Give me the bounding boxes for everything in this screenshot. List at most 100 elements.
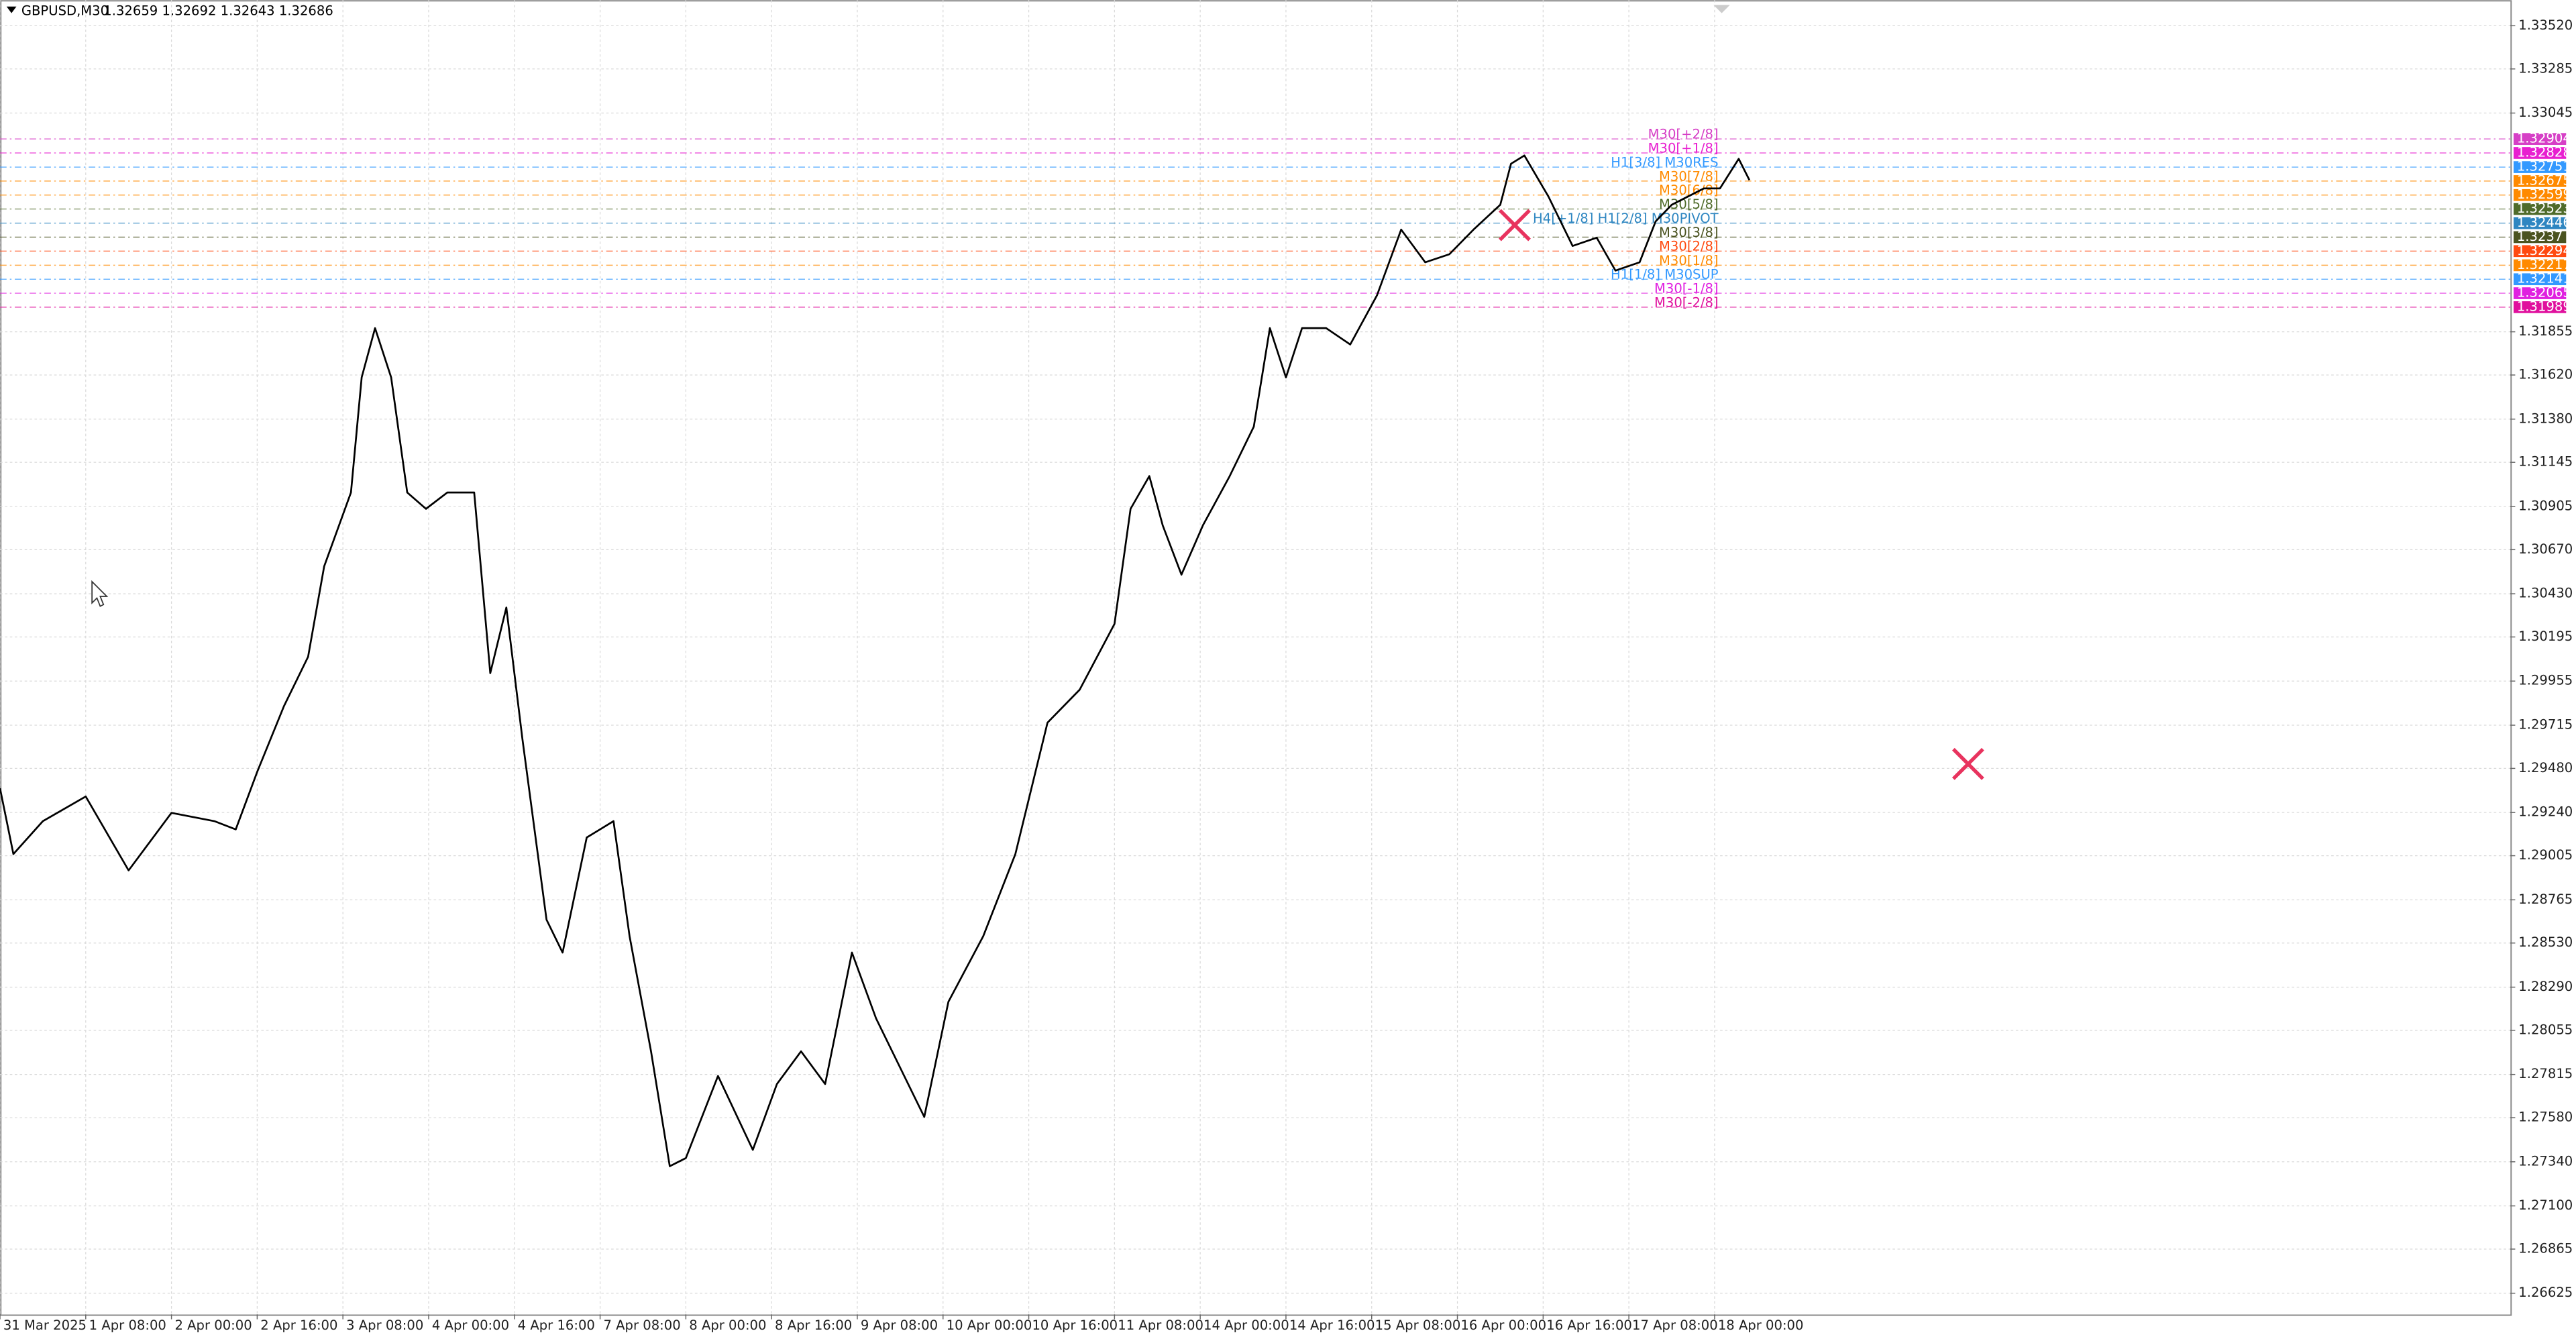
x-tick-label: 2 Apr 00:00 bbox=[174, 1318, 252, 1333]
y-tick-label: 1.26625 bbox=[2518, 1285, 2573, 1300]
x-tick-label: 18 Apr 00:00 bbox=[1718, 1318, 1804, 1333]
y-tick-label: 1.33045 bbox=[2518, 105, 2573, 120]
y-tick-label: 1.27580 bbox=[2518, 1110, 2573, 1125]
shift-marker bbox=[1713, 5, 1730, 13]
menu-arrow[interactable] bbox=[6, 6, 17, 13]
level-price: 1.32599 bbox=[2517, 186, 2571, 202]
levels: M30[+2/8] 1.32904 M30[+1/8] 1.32828 H1[3/8] … bbox=[0, 127, 2571, 314]
level-price: 1.3237 bbox=[2517, 229, 2563, 244]
y-tick-label: 1.28765 bbox=[2518, 892, 2573, 907]
level-tag bbox=[2513, 133, 2567, 145]
x-tick-label: 15 Apr 08:00 bbox=[1375, 1318, 1461, 1333]
level-tag bbox=[2513, 231, 2567, 244]
x-tick-label: 17 Apr 08:00 bbox=[1632, 1318, 1718, 1333]
y-tick-label: 1.28055 bbox=[2518, 1022, 2573, 1037]
level-price: 1.32904 bbox=[2517, 131, 2571, 146]
series bbox=[0, 154, 1751, 1167]
grid bbox=[0, 0, 2511, 1315]
y-tick-label: 1.33520 bbox=[2518, 17, 2573, 33]
level-tag bbox=[2513, 203, 2567, 215]
level-price: 1.31989 bbox=[2517, 299, 2571, 314]
y-tick-label: 1.33285 bbox=[2518, 60, 2573, 76]
axes: 1.33520 1.33285 1.33045 1.31855 1.31620 1.313… bbox=[0, 17, 2573, 1333]
y-tick-label: 1.31145 bbox=[2518, 454, 2573, 470]
y-tick-label: 1.29005 bbox=[2518, 847, 2573, 863]
x-tick-label: 1 Apr 08:00 bbox=[89, 1318, 166, 1333]
y-tick-label: 1.30430 bbox=[2518, 586, 2573, 601]
level-tag bbox=[2513, 259, 2567, 272]
x-tick-label: 9 Apr 08:00 bbox=[861, 1318, 938, 1333]
y-tick-label: 1.31855 bbox=[2518, 323, 2573, 339]
x-tick-label: 16 Apr 16:00 bbox=[1546, 1318, 1632, 1333]
x-tick-label: 2 Apr 16:00 bbox=[260, 1318, 337, 1333]
y-tick-label: 1.27340 bbox=[2518, 1153, 2573, 1169]
level-price: 1.32523 bbox=[2517, 201, 2571, 216]
x-tick-label: 10 Apr 00:00 bbox=[947, 1318, 1032, 1333]
x-tick-label: 4 Apr 00:00 bbox=[432, 1318, 509, 1333]
y-tick-label: 1.27100 bbox=[2518, 1197, 2573, 1213]
level-label: M30[-2/8] bbox=[1654, 294, 1719, 310]
level-label: M30[+1/8] bbox=[1648, 140, 1719, 156]
level-tag bbox=[2513, 301, 2567, 313]
y-tick-label: 1.28290 bbox=[2518, 979, 2573, 994]
ohlc-text: 1.32659 1.32692 1.32643 1.32686 bbox=[103, 3, 333, 19]
y-tick-label: 1.26865 bbox=[2518, 1240, 2573, 1256]
x-tick-label: 16 Apr 00:00 bbox=[1460, 1318, 1546, 1333]
level-price: 1.32675 bbox=[2517, 172, 2571, 188]
symbol-title: GBPUSD,M30 bbox=[21, 3, 109, 19]
level-label: H1[3/8] M30RES bbox=[1611, 154, 1718, 170]
level-label: M30[1/8] bbox=[1659, 253, 1719, 268]
x-tick-label: 14 Apr 16:00 bbox=[1289, 1318, 1375, 1333]
level-label: M30[7/8] bbox=[1659, 168, 1719, 184]
x-tick-label: 10 Apr 16:00 bbox=[1032, 1318, 1118, 1333]
level-price: 1.32446 bbox=[2517, 215, 2571, 230]
cross-mark bbox=[1499, 209, 1531, 242]
x-tick-label: 3 Apr 08:00 bbox=[346, 1318, 423, 1333]
x-tick-label: 11 Apr 08:00 bbox=[1118, 1318, 1203, 1333]
x-tick-label: 8 Apr 00:00 bbox=[689, 1318, 766, 1333]
level-tag bbox=[2513, 161, 2567, 173]
level-label: H4[+1/8] H1[2/8] M30PIVOT bbox=[1533, 211, 1719, 226]
level-tag bbox=[2513, 189, 2567, 201]
y-tick-label: 1.29240 bbox=[2518, 804, 2573, 820]
level-tag bbox=[2513, 287, 2567, 299]
level-label: M30[-1/8] bbox=[1654, 280, 1719, 296]
level-label: M30[6/8] bbox=[1659, 182, 1719, 198]
level-price: 1.32751 bbox=[2517, 159, 2571, 174]
y-tick-label: 1.29955 bbox=[2518, 673, 2573, 688]
level-label: M30[5/8] bbox=[1659, 197, 1719, 212]
y-tick-label: 1.31380 bbox=[2518, 411, 2573, 426]
level-price: 1.32294 bbox=[2517, 243, 2571, 258]
level-tag bbox=[2513, 175, 2567, 187]
level-tag bbox=[2513, 273, 2567, 286]
level-label: M30[3/8] bbox=[1659, 225, 1719, 240]
y-tick-label: 1.31620 bbox=[2518, 367, 2573, 382]
level-label: M30[2/8] bbox=[1659, 239, 1719, 254]
y-tick-label: 1.28530 bbox=[2518, 934, 2573, 950]
level-price: 1.32065 bbox=[2517, 285, 2571, 301]
price-line bbox=[0, 154, 1751, 1167]
mouse-cursor bbox=[91, 580, 109, 607]
level-tag bbox=[2513, 245, 2567, 258]
x-tick-label: 7 Apr 08:00 bbox=[603, 1318, 680, 1333]
level-price: 1.32828 bbox=[2517, 144, 2571, 160]
y-tick-label: 1.30670 bbox=[2518, 541, 2573, 557]
level-label: H1[1/8] M30SUP bbox=[1611, 267, 1719, 282]
x-tick-label: 4 Apr 16:00 bbox=[518, 1318, 595, 1333]
cross-mark bbox=[1951, 747, 1984, 780]
close-marks bbox=[1499, 209, 1984, 780]
y-tick-label: 1.29715 bbox=[2518, 717, 2573, 733]
y-tick-label: 1.29480 bbox=[2518, 760, 2573, 775]
x-tick-label: 8 Apr 16:00 bbox=[775, 1318, 852, 1333]
plot-frame bbox=[0, 0, 2512, 1316]
level-price: 1.32141 bbox=[2517, 271, 2571, 286]
level-price: 1.32217 bbox=[2517, 257, 2571, 272]
level-label: M30[+2/8] bbox=[1648, 127, 1719, 142]
y-tick-label: 1.30195 bbox=[2518, 629, 2573, 644]
y-tick-label: 1.30905 bbox=[2518, 498, 2573, 513]
y-tick-label: 1.27815 bbox=[2518, 1066, 2573, 1081]
x-tick-label: 31 Mar 2025 bbox=[3, 1318, 87, 1333]
